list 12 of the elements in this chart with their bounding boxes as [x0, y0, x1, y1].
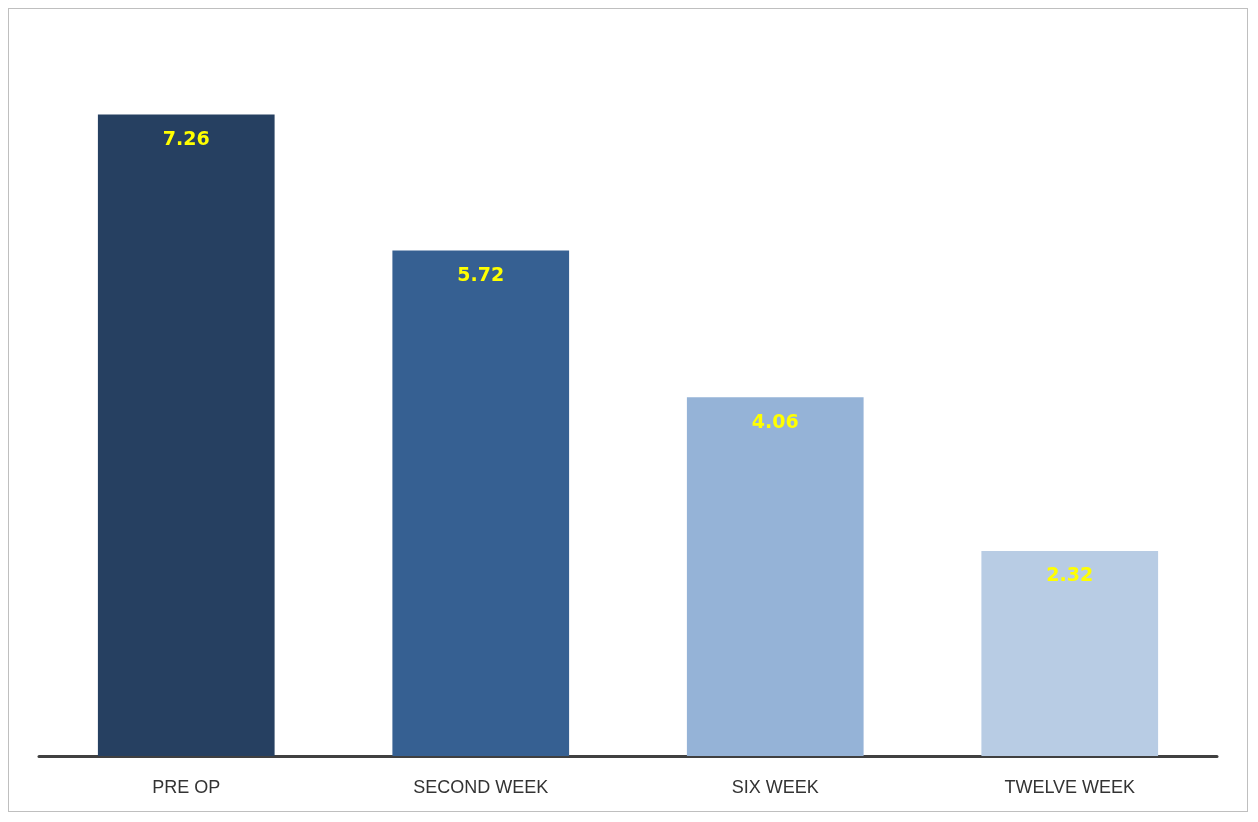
bar [686, 397, 864, 756]
x-tick-label: SIX WEEK [731, 777, 819, 797]
bar [392, 250, 570, 756]
bar [97, 114, 275, 756]
data-label: 4.06 [751, 409, 799, 432]
data-label: 7.26 [162, 126, 210, 149]
data-label: 2.32 [1046, 563, 1094, 586]
x-tick-label: PRE OP [152, 777, 221, 797]
bar [981, 550, 1159, 756]
data-label: 5.72 [457, 262, 505, 285]
x-tick-label: SECOND WEEK [413, 777, 549, 797]
x-tick-label: TWELVE WEEK [1004, 777, 1136, 797]
